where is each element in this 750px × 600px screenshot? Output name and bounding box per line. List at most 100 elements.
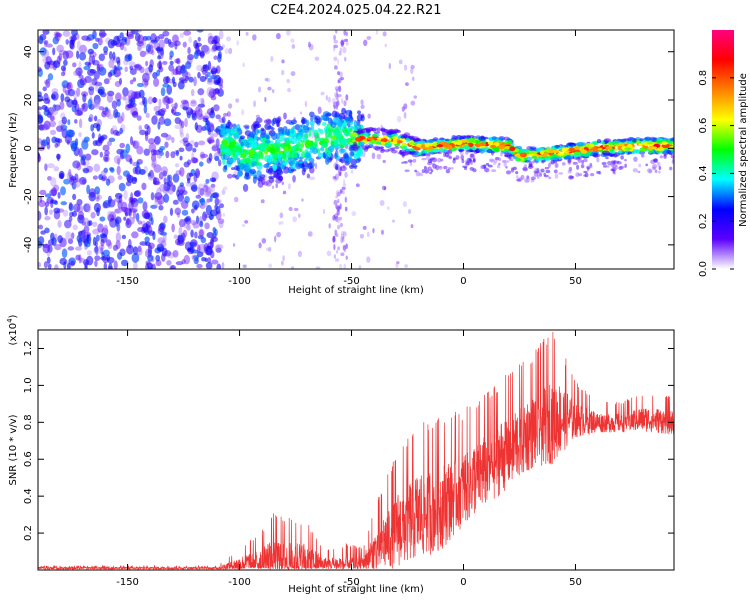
spectrogram-cell: [431, 162, 435, 166]
spectrogram-cell: [573, 151, 580, 156]
spectrogram-cell: [132, 261, 138, 269]
spectrogram-cell: [616, 161, 622, 165]
spectrogram-cell: [455, 140, 463, 146]
spectrogram-cell: [334, 215, 339, 223]
spectrogram-cell: [517, 177, 523, 182]
spectrogram-cell: [489, 158, 494, 162]
spectrogram-cell: [478, 136, 487, 141]
y-tick-label: 20: [23, 94, 34, 107]
spectrogram-cell: [132, 77, 137, 82]
y-tick-label: 0.8: [23, 414, 34, 430]
spectrogram-cell: [121, 111, 125, 122]
spectrogram-cell: [142, 201, 148, 211]
spectrogram-cell: [601, 161, 607, 166]
spectrogram-cell: [138, 89, 145, 99]
spectrogram-cell: [592, 152, 599, 158]
spectrogram-cell: [391, 219, 395, 223]
spectrogram-cell: [156, 187, 162, 197]
spectrogram-cell: [396, 261, 400, 265]
spectrogram-cell: [169, 60, 174, 65]
spectrogram-cell: [295, 141, 302, 150]
spectrogram-cell: [124, 66, 128, 73]
spectrogram-cell: [145, 35, 152, 41]
spectrogram-cell: [241, 223, 246, 227]
spectrogram-cell: [76, 50, 80, 60]
spectrogram-cell: [183, 30, 192, 36]
spectrogram-cell: [72, 160, 81, 169]
spectrogram-cell: [408, 209, 412, 215]
spectrogram-cell: [79, 52, 87, 61]
spectrogram-cell: [362, 225, 367, 230]
spectrogram-cell: [278, 134, 285, 142]
spectrogram-cell: [196, 263, 203, 269]
spectrogram-cell: [376, 153, 382, 160]
spectrogram-cell: [133, 190, 141, 197]
spectrogram-cell: [170, 103, 178, 108]
snr-frame: [37, 329, 675, 571]
spectrogram-cell: [103, 154, 110, 163]
spectrogram-cell: [347, 127, 351, 132]
spectrogram-cell: [49, 129, 57, 136]
spectrogram-cell: [50, 187, 58, 197]
spectrogram-cell: [91, 149, 99, 156]
spectrogram-cell: [155, 254, 161, 262]
spectrogram-cell: [160, 108, 167, 113]
spectrogram-cell: [66, 82, 72, 90]
colorbar: 0.0 0.2 0.4 0.6 0.8 Normalized spectral ampl…: [698, 30, 749, 277]
spectrogram-cell: [592, 141, 599, 145]
spectrogram-cell: [387, 148, 395, 152]
spectrogram-cell: [164, 141, 169, 148]
spectrogram-cell: [97, 223, 104, 233]
spectrogram-cell: [97, 88, 104, 94]
spectrogram-cell: [206, 157, 212, 164]
spectrogram-cell: [195, 106, 200, 115]
spectrogram-cell: [658, 165, 662, 170]
spectrogram-cell: [334, 150, 339, 159]
spectrogram-cell: [469, 153, 475, 159]
spectrogram-cell: [261, 237, 267, 244]
spectrogram-cell: [55, 32, 63, 38]
spectrogram-cell: [221, 262, 225, 269]
spectrogram-cell: [232, 126, 239, 132]
spectrogram-cell: [286, 30, 291, 36]
spectrogram-cell: [148, 260, 152, 268]
spectrogram-cell: [199, 151, 205, 160]
spectrogram-cell: [67, 119, 71, 126]
spectrogram-cell: [343, 100, 347, 107]
spectrogram-cell: [619, 165, 625, 169]
spectrogram-cell: [252, 121, 258, 129]
spectrogram-cell: [514, 153, 520, 157]
spectrogram-cell: [153, 77, 160, 88]
spectrogram-cell: [577, 173, 583, 177]
spectrogram-cell: [180, 120, 185, 129]
spectrogram-cell: [242, 139, 249, 147]
spectrogram-cell: [174, 163, 180, 168]
spectrogram-cell: [614, 164, 618, 168]
spectrogram-cell: [384, 43, 387, 48]
spectrogram-cell: [466, 160, 470, 166]
spectrogram-x-axis: -150 -100 -50 0 50: [116, 30, 582, 287]
spectrogram-cell: [666, 149, 672, 154]
spectrogram-cell: [155, 47, 164, 52]
spectrogram-cell: [111, 100, 118, 110]
spectrogram-cell: [525, 177, 531, 183]
spectrogram-cell: [670, 154, 674, 159]
spectrogram-cell: [129, 68, 137, 75]
spectrogram-cell: [520, 174, 525, 180]
spectrogram-cell: [314, 162, 318, 170]
spectrogram-cell: [332, 175, 337, 180]
spectrogram-cell: [471, 146, 477, 151]
spectrogram-cell: [633, 156, 638, 162]
spectrogram-cell: [543, 174, 549, 178]
spectrogram-cell: [119, 142, 126, 149]
spectrogram-cell: [124, 54, 131, 62]
spectrogram-cell: [656, 147, 664, 151]
spectrogram-cell: [336, 98, 340, 105]
spectrogram-cell: [335, 88, 339, 95]
spectrogram-cell: [505, 166, 508, 169]
y-tick-label: -40: [23, 237, 34, 253]
spectrogram-cell: [174, 238, 181, 246]
spectrogram-cell: [444, 152, 450, 158]
spectrogram-cell: [268, 175, 275, 179]
spectrogram-cell: [210, 95, 217, 101]
